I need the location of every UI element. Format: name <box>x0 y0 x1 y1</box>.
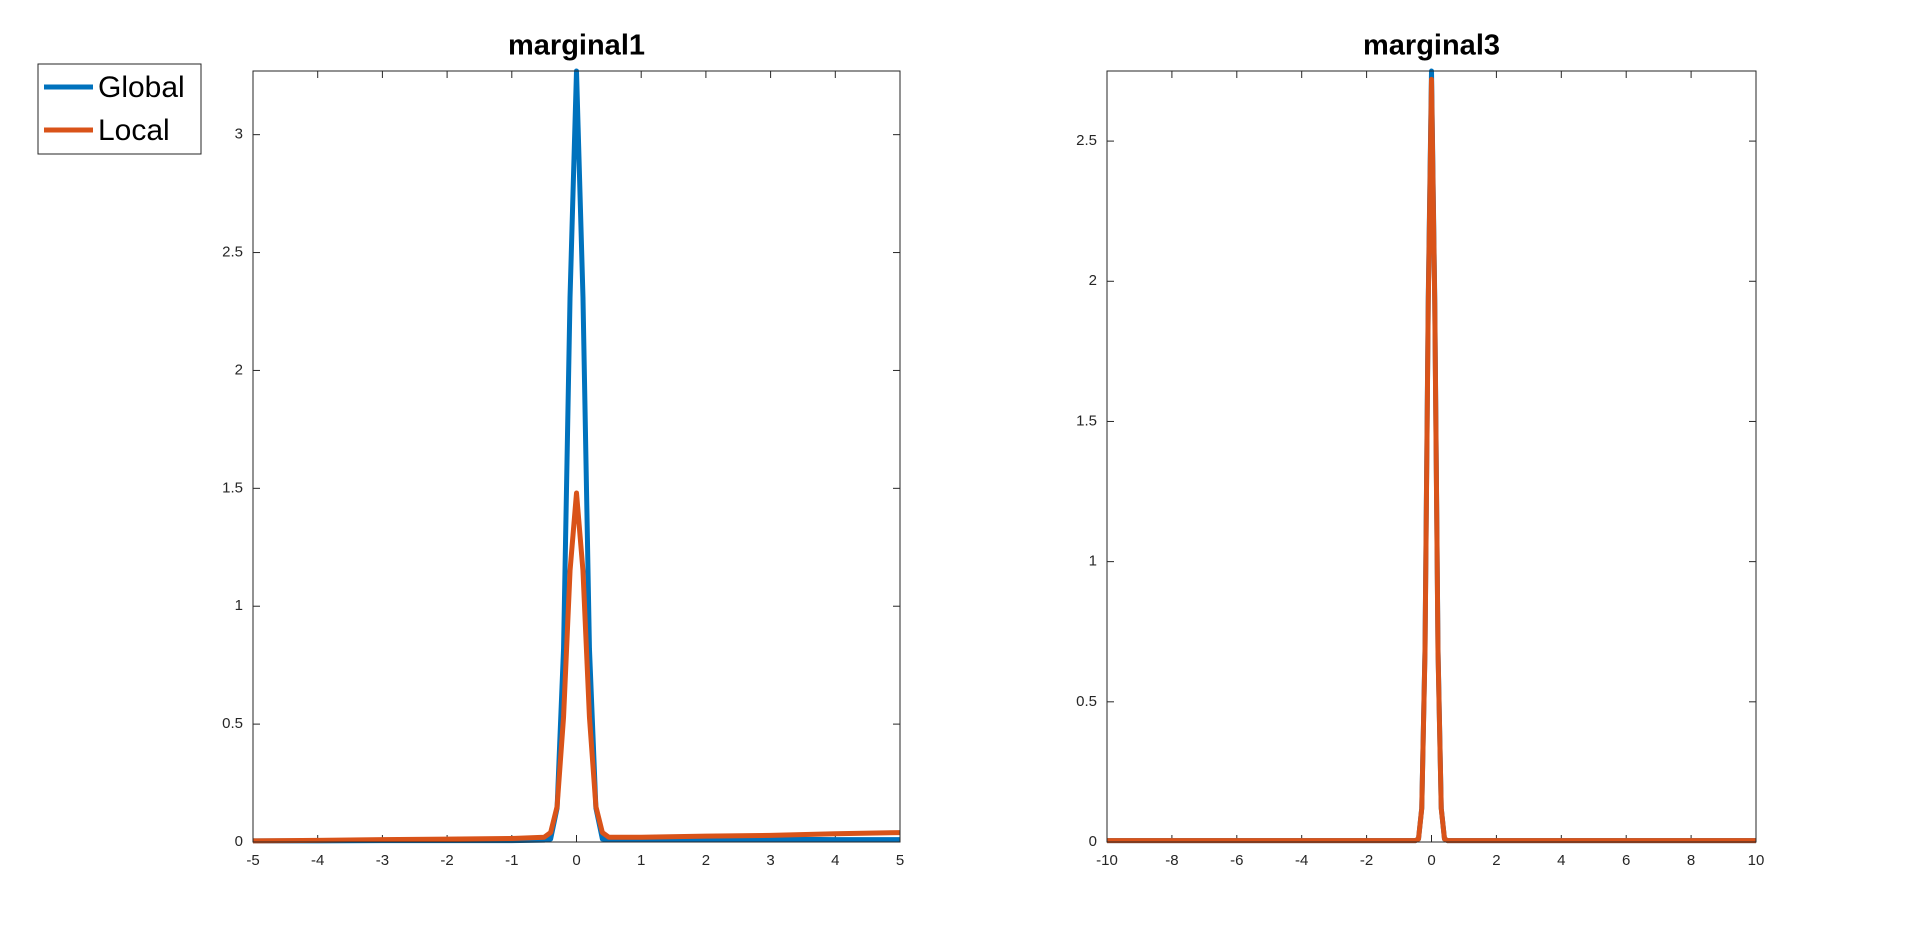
chart-title: marginal1 <box>508 30 645 62</box>
y-tick-label: 0 <box>235 833 243 850</box>
series-line <box>253 490 900 844</box>
x-tick-label: -3 <box>376 852 389 869</box>
x-tick-label: -10 <box>1096 852 1118 869</box>
y-tick-label: 3 <box>235 126 243 143</box>
x-tick-label: 0 <box>572 852 580 869</box>
y-tick-label: 2.5 <box>222 244 243 261</box>
series-line <box>1107 76 1756 844</box>
legend-label: Local <box>98 114 170 147</box>
x-tick-label: -8 <box>1165 852 1178 869</box>
x-tick-label: 6 <box>1622 852 1630 869</box>
x-tick-label: -2 <box>1360 852 1373 869</box>
y-tick-label: 0.5 <box>222 715 243 732</box>
legend-box <box>37 63 202 155</box>
x-tick-label: 2 <box>1492 852 1500 869</box>
x-tick-label: -1 <box>505 852 518 869</box>
y-tick-label: 1 <box>1089 553 1097 570</box>
x-tick-label: -2 <box>440 852 453 869</box>
x-tick-label: 4 <box>831 852 839 869</box>
plot-area <box>253 71 900 842</box>
x-tick-label: 0 <box>1427 852 1435 869</box>
axes-box <box>1106 70 1757 843</box>
y-tick-label: 0.5 <box>1076 693 1097 710</box>
x-tick-label: -5 <box>246 852 259 869</box>
x-tick-label: -4 <box>1295 852 1308 869</box>
x-tick-label: 5 <box>896 852 904 869</box>
y-tick-label: 0 <box>1089 833 1097 850</box>
chart-title: marginal3 <box>1363 30 1500 62</box>
y-tick-label: 1 <box>235 597 243 614</box>
x-tick-label: 10 <box>1748 852 1765 869</box>
y-tick-label: 2 <box>1089 272 1097 289</box>
x-tick-label: 2 <box>702 852 710 869</box>
y-tick-label: 1.5 <box>1076 412 1097 429</box>
x-tick-label: 3 <box>766 852 774 869</box>
y-tick-label: 1.5 <box>222 479 243 496</box>
x-tick-label: -4 <box>311 852 324 869</box>
x-tick-label: -6 <box>1230 852 1243 869</box>
legend-label: Global <box>98 71 185 104</box>
axes-box <box>252 70 901 843</box>
x-tick-label: 1 <box>637 852 645 869</box>
x-tick-label: 8 <box>1687 852 1695 869</box>
y-tick-label: 2.5 <box>1076 132 1097 149</box>
y-tick-label: 2 <box>235 361 243 378</box>
x-tick-label: 4 <box>1557 852 1565 869</box>
